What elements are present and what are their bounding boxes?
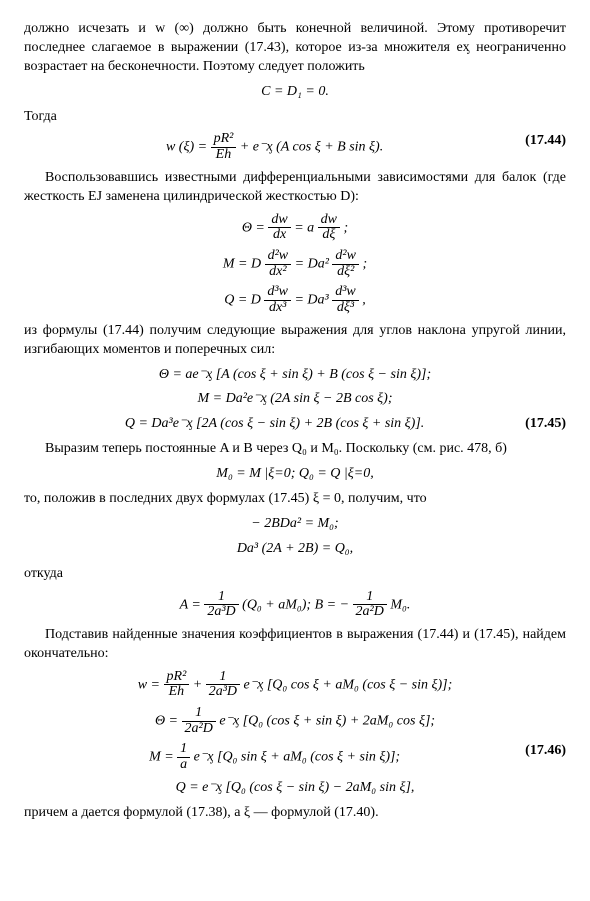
equation-M: M = D d²wdx² = Da² d²wdξ² ; [24,249,566,279]
text-togda: Тогда [24,108,566,127]
paragraph: Выразим теперь постоянные A и B через Q₀… [24,440,566,459]
equation-sys2: Da³ (2A + 2B) = Q₀, [24,540,566,559]
equation-1746-M: (17.46) M = 1a e⁻ᶍ [Q₀ sin ξ + aM₀ (cos … [24,742,566,772]
equation-1745b: M = Da²e⁻ᶍ (2A sin ξ − 2B cos ξ); [24,390,566,409]
equation-sys1: − 2BDa² = M₀; [24,515,566,534]
equation: C = D₁ = 0. [24,83,566,102]
equation-AB: A = 12a³D (Q₀ + aM₀); B = − 12a²D M₀. [24,590,566,620]
text-otkuda: откуда [24,565,566,584]
eq-number: (17.45) [525,415,566,434]
equation-1746-Q: Q = e⁻ᶍ [Q₀ (cos ξ − sin ξ) − 2aM₀ sin ξ… [24,779,566,798]
equation-1745a: Θ = ae⁻ᶍ [A (cos ξ + sin ξ) + B (cos ξ −… [24,366,566,385]
paragraph: Воспользовавшись известными дифференциал… [24,169,566,207]
paragraph: из формулы (17.44) получим следующие выр… [24,322,566,360]
equation-M0Q0: M₀ = M |ξ=0; Q₀ = Q |ξ=0, [24,465,566,484]
paragraph: должно исчезать и w (∞) должно быть коне… [24,20,566,77]
equation-1746-w: w = pR²Eh + 12a³D e⁻ᶍ [Q₀ cos ξ + aM₀ (c… [24,670,566,700]
equation-theta: Θ = dwdx = a dwdξ ; [24,213,566,243]
paragraph: причем a дается формулой (17.38), а ξ — … [24,804,566,823]
eq-number: (17.44) [525,132,566,151]
equation-17-44: (17.44) w (ξ) = pR²Eh + e⁻ᶍ (A cos ξ + B… [24,132,566,162]
equation-1745c: (17.45) Q = Da³e⁻ᶍ [2A (cos ξ − sin ξ) +… [24,415,566,434]
equation-1746-theta: Θ = 12a²D e⁻ᶍ [Q₀ (cos ξ + sin ξ) + 2aM₀… [24,706,566,736]
paragraph: Подставив найденные значения коэффициент… [24,626,566,664]
eq-number: (17.46) [525,742,566,761]
equation-Q: Q = D d³wdx³ = Da³ d³wdξ³ , [24,285,566,315]
paragraph: то, положив в последних двух формулах (1… [24,490,566,509]
